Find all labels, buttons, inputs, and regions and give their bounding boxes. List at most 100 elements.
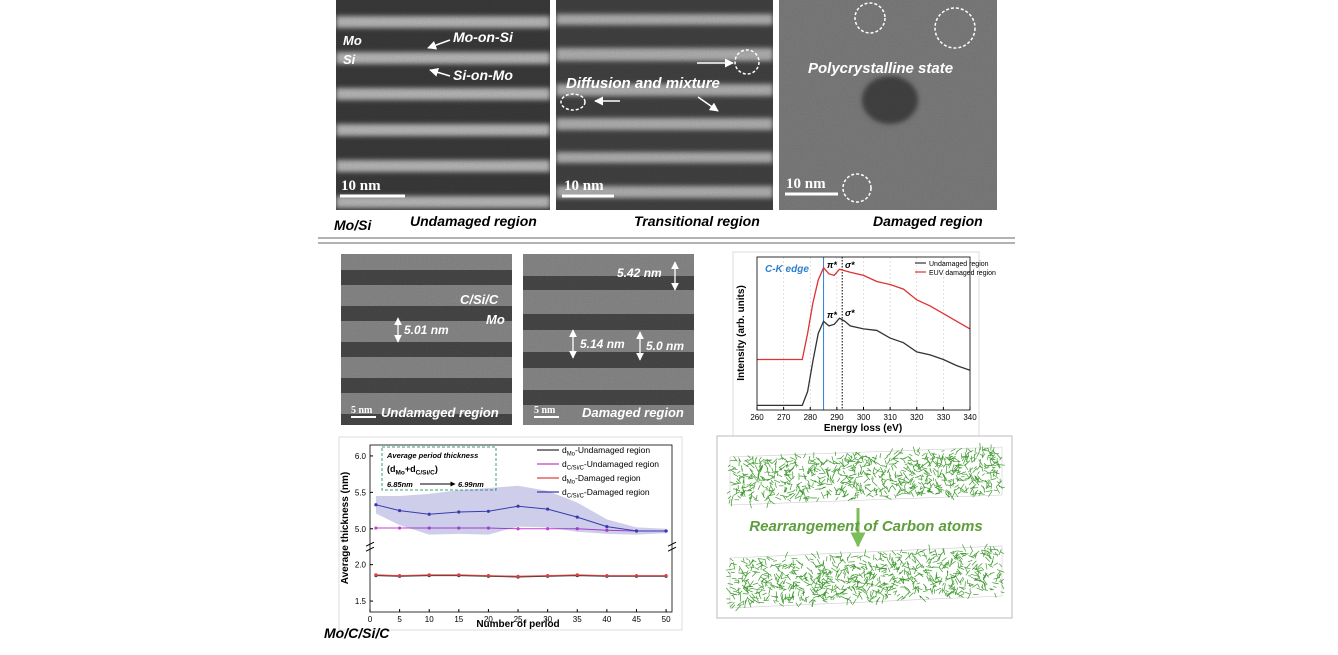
legend-label-part: -Damaged region — [584, 487, 650, 497]
inset-formula-part: +d — [405, 464, 416, 474]
data-point — [457, 573, 461, 577]
carbon-network — [725, 442, 1005, 612]
y-axis-label: Average thickness (nm) — [340, 472, 351, 584]
legend-label-part: -Undamaged region — [575, 445, 650, 455]
inset-formula-part: C/Si/C — [416, 470, 435, 477]
legend-label-part: d — [562, 445, 567, 455]
x-tick-label: 25 — [514, 615, 523, 624]
legend-label-part: C/Si/C — [567, 494, 585, 500]
x-tick-label: 300 — [857, 413, 871, 422]
y-tick-label: 5.5 — [355, 488, 367, 497]
y-tick-label: 1.5 — [355, 597, 367, 606]
annotation: π* — [827, 310, 837, 320]
inset-formula-part: ) — [435, 464, 438, 474]
data-point — [486, 526, 491, 530]
carbon-bonds — [725, 543, 1005, 612]
legend-label-part: C/Si/C — [567, 466, 585, 472]
scale-label: 10 nm — [341, 178, 381, 194]
annotation: C-K edge — [765, 264, 809, 275]
x-tick-label: 15 — [454, 615, 463, 624]
x-tick-label: 35 — [573, 615, 582, 624]
legend-label: dC/Si/C-Damaged region — [562, 487, 650, 500]
legend-label-part: d — [562, 459, 567, 469]
data-point — [516, 574, 520, 578]
x-tick-label: 20 — [484, 615, 493, 624]
x-tick-label: 290 — [830, 413, 844, 422]
data-point — [486, 573, 491, 578]
y-tick-label: 5.0 — [355, 525, 367, 534]
data-point — [634, 573, 639, 578]
panel-label: Diffusion and mixture — [566, 75, 720, 92]
annotation: σ* — [845, 260, 855, 270]
tem-damaged — [779, 0, 997, 210]
x-axis-label: Number of period — [476, 619, 559, 630]
data-point — [374, 503, 378, 507]
legend-label: EUV damaged region — [929, 270, 996, 277]
scale-label: 5 nm — [351, 405, 373, 416]
layer-label: Mo — [343, 33, 362, 48]
legend-label-part: d — [562, 473, 567, 483]
x-tick-label: 40 — [602, 615, 611, 624]
legend-label: dMo-Undamaged region — [562, 445, 650, 458]
plot-frame — [369, 444, 673, 613]
annotation: π* — [827, 260, 837, 270]
tem-mo-c-undamaged — [341, 254, 512, 425]
data-point — [575, 573, 579, 577]
interface-label: Si-on-Mo — [453, 67, 513, 83]
legend-label: dC/Si/C-Undamaged region — [562, 459, 659, 472]
carbon-bonds — [726, 442, 1005, 509]
panel-caption: Damaged region — [582, 405, 684, 420]
inset-value: 6.85nm — [387, 480, 413, 489]
data-point — [374, 526, 378, 530]
data-point — [374, 573, 378, 577]
data-point — [486, 509, 491, 513]
data-point — [664, 529, 668, 533]
data-point — [398, 526, 402, 530]
period-label: 5.0 nm — [646, 339, 684, 353]
data-point — [546, 507, 550, 511]
panel-caption: Transitional region — [634, 213, 760, 229]
data-point — [427, 526, 431, 530]
system-label: Mo/C/Si/C — [324, 625, 390, 641]
legend-label: dMo-Damaged region — [562, 473, 641, 486]
tem-undamaged — [336, 0, 550, 210]
x-tick-label: 340 — [963, 413, 977, 422]
annotation: σ* — [845, 308, 855, 318]
y-tick-label: 6.0 — [355, 452, 367, 461]
x-tick-label: 320 — [910, 413, 924, 422]
data-point — [546, 527, 550, 531]
x-tick-label: 330 — [937, 413, 951, 422]
simulation-caption: Rearrangement of Carbon atoms — [749, 518, 982, 535]
data-point — [605, 528, 609, 532]
inset-formula: (dMo+dC/Si/C) — [387, 464, 438, 477]
inset-value: 6.99nm — [458, 480, 484, 489]
plot-frame — [756, 256, 971, 411]
data-point — [634, 529, 639, 533]
x-tick-label: 50 — [662, 615, 671, 624]
system-label: Mo/Si — [334, 217, 372, 233]
legend-label-part: Mo — [567, 452, 576, 458]
scale-label: 10 nm — [564, 178, 604, 194]
legend-label: Undamaged region — [929, 261, 989, 268]
data-point — [575, 527, 579, 531]
data-point — [516, 527, 520, 531]
x-tick-label: 260 — [750, 413, 764, 422]
x-tick-label: 270 — [777, 413, 791, 422]
layer-label: C/Si/C — [460, 292, 499, 307]
data-point — [605, 525, 609, 529]
inset-title: Average period thickness — [386, 451, 478, 460]
x-tick-label: 10 — [425, 615, 434, 624]
inset-formula-part: (d — [387, 464, 396, 474]
series-line — [757, 317, 971, 407]
slab-outline — [729, 446, 1003, 506]
interface-label: Mo-on-Si — [453, 29, 514, 45]
annotation-marks — [351, 261, 679, 418]
panel-caption: Undamaged region — [381, 405, 499, 420]
x-tick-label: 0 — [368, 615, 373, 624]
x-tick-label: 280 — [804, 413, 818, 422]
panel-caption: Damaged region — [873, 213, 983, 229]
x-tick-label: 310 — [883, 413, 897, 422]
annotation-marks — [340, 2, 976, 203]
